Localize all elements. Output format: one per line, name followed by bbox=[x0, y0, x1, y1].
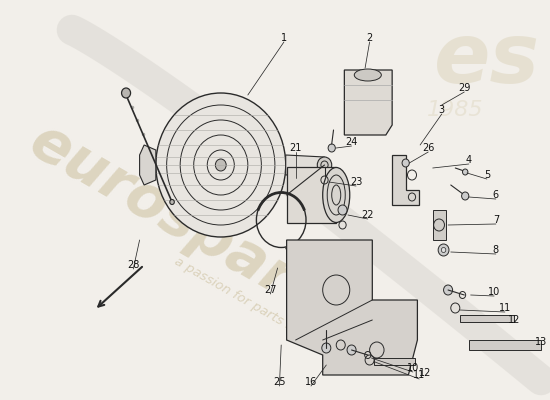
Text: 16: 16 bbox=[305, 377, 317, 387]
Text: 10: 10 bbox=[407, 363, 419, 373]
Text: 24: 24 bbox=[345, 137, 358, 147]
Text: a passion for parts since 1985: a passion for parts since 1985 bbox=[172, 254, 351, 366]
Text: 8: 8 bbox=[493, 245, 499, 255]
Text: 23: 23 bbox=[350, 177, 362, 187]
Text: 22: 22 bbox=[361, 210, 374, 220]
Text: 29: 29 bbox=[458, 83, 470, 93]
Circle shape bbox=[322, 343, 331, 353]
Text: 4: 4 bbox=[466, 155, 472, 165]
Circle shape bbox=[347, 345, 356, 355]
Text: 1: 1 bbox=[281, 33, 287, 43]
Text: 21: 21 bbox=[289, 143, 302, 153]
Circle shape bbox=[402, 159, 409, 167]
Circle shape bbox=[328, 144, 336, 152]
Text: 7: 7 bbox=[493, 215, 499, 225]
Circle shape bbox=[216, 159, 226, 171]
Circle shape bbox=[290, 260, 299, 270]
Circle shape bbox=[438, 244, 449, 256]
Circle shape bbox=[461, 192, 469, 200]
Text: 26: 26 bbox=[422, 143, 435, 153]
Ellipse shape bbox=[354, 69, 381, 81]
Polygon shape bbox=[392, 155, 419, 205]
Text: 25: 25 bbox=[273, 377, 285, 387]
Text: 11: 11 bbox=[413, 370, 425, 380]
Text: 12: 12 bbox=[508, 315, 520, 325]
Polygon shape bbox=[469, 340, 541, 350]
Text: 6: 6 bbox=[493, 190, 499, 200]
Polygon shape bbox=[344, 70, 392, 135]
Text: 27: 27 bbox=[264, 285, 277, 295]
Polygon shape bbox=[287, 240, 417, 375]
Circle shape bbox=[122, 88, 130, 98]
Text: 1985: 1985 bbox=[427, 100, 483, 120]
Text: 28: 28 bbox=[127, 260, 140, 270]
Text: 10: 10 bbox=[488, 287, 500, 297]
Circle shape bbox=[170, 200, 174, 204]
Circle shape bbox=[317, 157, 332, 173]
Polygon shape bbox=[285, 155, 324, 175]
Circle shape bbox=[338, 205, 347, 215]
Polygon shape bbox=[460, 315, 514, 322]
Text: 2: 2 bbox=[366, 33, 373, 43]
Circle shape bbox=[443, 285, 453, 295]
Text: 3: 3 bbox=[439, 105, 445, 115]
Circle shape bbox=[463, 169, 468, 175]
Polygon shape bbox=[140, 145, 156, 185]
Polygon shape bbox=[374, 358, 415, 365]
Ellipse shape bbox=[323, 168, 350, 222]
Text: 5: 5 bbox=[484, 170, 490, 180]
Text: eurospares: eurospares bbox=[20, 113, 368, 347]
Circle shape bbox=[156, 93, 285, 237]
Polygon shape bbox=[287, 167, 336, 223]
Text: 11: 11 bbox=[499, 303, 511, 313]
Polygon shape bbox=[433, 210, 446, 240]
Text: 12: 12 bbox=[419, 368, 432, 378]
Circle shape bbox=[441, 248, 446, 252]
Text: es: es bbox=[434, 20, 540, 100]
Text: 13: 13 bbox=[535, 337, 547, 347]
